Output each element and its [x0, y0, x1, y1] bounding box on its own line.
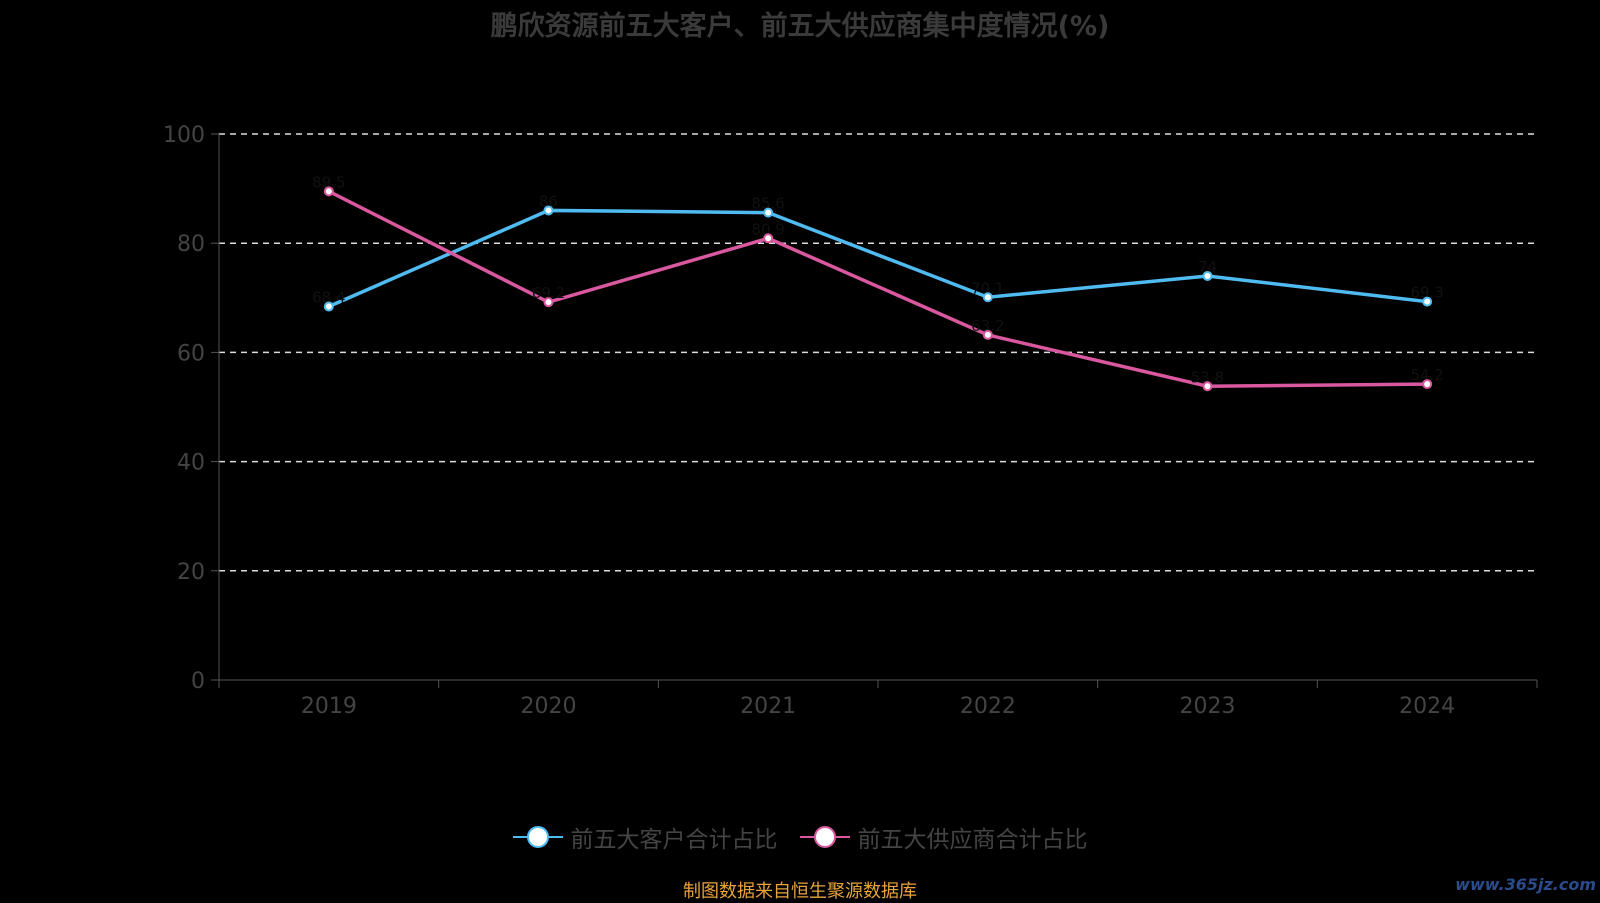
data-label: 53.8: [1191, 368, 1224, 386]
y-tick-label: 60: [177, 341, 205, 366]
source-footer: 制图数据来自恒生聚源数据库: [683, 881, 917, 902]
data-label: 54.2: [1410, 366, 1443, 384]
data-point: [323, 301, 334, 312]
data-label: 89.5: [312, 173, 345, 191]
data-label: 63.2: [971, 317, 1004, 335]
data-label: 85.6: [751, 195, 784, 213]
y-tick-label: 80: [177, 232, 205, 257]
data-point: [1422, 379, 1433, 390]
data-label: 86: [539, 192, 558, 210]
y-tick-label: 0: [191, 669, 205, 694]
legend-marker-suppliers-icon: [799, 826, 850, 848]
x-tick-label: 2022: [960, 694, 1016, 719]
x-tick-label: 2021: [740, 694, 796, 719]
x-tick-label: 2020: [521, 694, 577, 719]
x-tick-label: 2023: [1180, 694, 1236, 719]
data-point: [323, 186, 334, 197]
data-point: [543, 297, 554, 308]
series-line-0: [328, 208, 1428, 309]
legend-marker-customers-icon: [512, 826, 563, 848]
data-point: [1202, 381, 1213, 392]
watermark: www.365jz.com: [1455, 875, 1596, 894]
data-point: [982, 329, 993, 340]
y-tick-label: 20: [177, 560, 205, 585]
data-point: [763, 233, 774, 244]
data-point: [1202, 270, 1213, 281]
legend-item-customers[interactable]: 前五大客户合计占比: [512, 820, 778, 854]
legend-item-suppliers[interactable]: 前五大供应商合计占比: [799, 820, 1088, 854]
legend-label: 前五大客户合计占比: [570, 827, 778, 853]
legend: 前五大客户合计占比 前五大供应商合计占比: [0, 820, 1600, 854]
x-tick-label: 2024: [1399, 694, 1455, 719]
data-point: [1422, 296, 1433, 307]
y-tick-label: 100: [163, 123, 205, 148]
data-label: 74: [1198, 258, 1217, 276]
series-line-1: [328, 189, 1428, 389]
legend-label: 前五大供应商合计占比: [857, 827, 1088, 853]
data-label: 69.2: [532, 284, 565, 302]
data-point: [543, 205, 554, 216]
data-label: 69.3: [1410, 284, 1443, 302]
data-label: 80.9: [751, 220, 784, 238]
data-label: 70.1: [971, 279, 1004, 297]
data-label: 68.4: [312, 289, 345, 307]
chart-title: 鹏欣资源前五大客户、前五大供应商集中度情况(%): [490, 11, 1110, 42]
x-tick-label: 2019: [301, 694, 357, 719]
data-point: [982, 292, 993, 303]
data-point: [763, 207, 774, 218]
y-tick-label: 40: [177, 451, 205, 476]
